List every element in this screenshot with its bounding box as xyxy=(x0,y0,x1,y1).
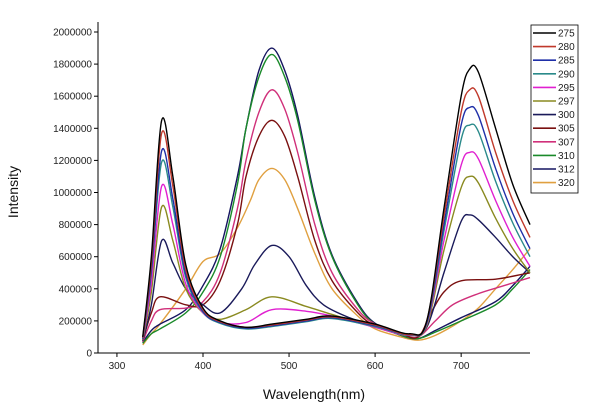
series-line-300 xyxy=(142,213,531,342)
legend-label-305: 305 xyxy=(558,124,575,135)
x-tick-label: 300 xyxy=(109,361,126,372)
series-line-310 xyxy=(142,53,531,344)
y-tick-label: 200000 xyxy=(59,316,93,327)
legend-label-320: 320 xyxy=(558,178,575,189)
plot-area xyxy=(142,47,531,346)
series-line-297 xyxy=(142,175,531,341)
x-tick-label: 500 xyxy=(281,361,298,372)
y-tick-label: 1600000 xyxy=(53,92,92,103)
legend-label-297: 297 xyxy=(558,97,575,108)
legend-label-295: 295 xyxy=(558,83,575,94)
legend-label-280: 280 xyxy=(558,42,575,53)
series-line-312 xyxy=(142,47,531,343)
legend-label-312: 312 xyxy=(558,165,575,176)
legend-label-310: 310 xyxy=(558,151,575,162)
x-tick-label: 400 xyxy=(195,361,212,372)
series-line-295 xyxy=(142,151,531,340)
x-tick-label: 700 xyxy=(453,361,470,372)
legend-label-300: 300 xyxy=(558,110,575,121)
y-tick-label: 1000000 xyxy=(53,188,92,199)
series-line-280 xyxy=(142,87,531,338)
legend-label-285: 285 xyxy=(558,56,575,67)
series-line-285 xyxy=(142,105,531,339)
y-tick-label: 800000 xyxy=(59,220,93,231)
series-line-275 xyxy=(142,64,531,338)
legend-box xyxy=(530,24,579,194)
legend-label-275: 275 xyxy=(558,29,575,40)
y-axis-label: Intensity xyxy=(5,166,21,218)
axes: 300 400 500 600 700 0 200000 400000 600000 800000… xyxy=(53,22,530,372)
legend: 275 280 285 290 295 297 300 305 307 310 312 320 xyxy=(530,24,579,194)
series-line-290 xyxy=(142,123,531,339)
y-tick-label: 1800000 xyxy=(53,60,92,71)
legend-label-290: 290 xyxy=(558,69,575,80)
y-tick-label: 1200000 xyxy=(53,156,92,167)
y-tick-label: 0 xyxy=(86,349,92,360)
legend-label-307: 307 xyxy=(558,137,575,148)
x-axis-label: Wavelength(nm) xyxy=(263,386,365,402)
y-tick-label: 600000 xyxy=(59,252,93,263)
y-tick-label: 400000 xyxy=(59,284,93,295)
y-tick-label: 1400000 xyxy=(53,124,92,135)
x-tick-label: 600 xyxy=(367,361,384,372)
y-tick-label: 2000000 xyxy=(53,28,92,39)
